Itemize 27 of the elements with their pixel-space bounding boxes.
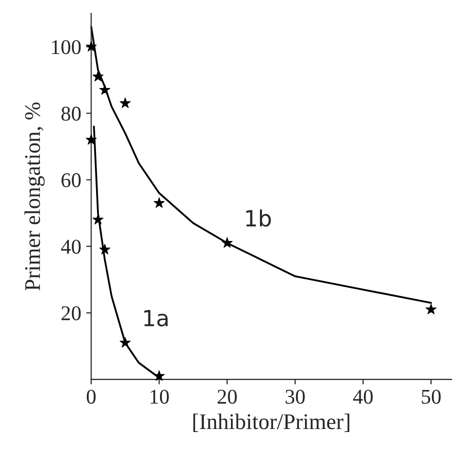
x-tick-label: 40: [353, 390, 373, 404]
point: [92, 214, 104, 224]
x-tick-label: 30: [286, 390, 305, 404]
point: [120, 98, 131, 108]
point: [99, 244, 110, 254]
y-tick-label: 20: [62, 306, 81, 320]
x-tick-label: 50: [422, 390, 441, 404]
point: [426, 304, 437, 314]
y-tick-label: 80: [61, 106, 81, 121]
series-label: 1a: [144, 310, 168, 326]
point: [92, 70, 104, 82]
y-tick-label: 100: [52, 40, 81, 54]
point: [99, 84, 110, 95]
x-tick-label: 20: [218, 390, 237, 404]
series-label: 1b: [246, 209, 271, 227]
point: [120, 337, 131, 348]
point: [154, 370, 165, 381]
point: [86, 41, 97, 52]
y-tick-label: 60: [62, 173, 81, 188]
point: [86, 134, 97, 145]
point: [154, 197, 165, 208]
x-axis-title: [Inhibitor/Primer]: [193, 414, 350, 432]
x-tick-label: 10: [150, 390, 169, 404]
y-axis-title: Primer elongation, %: [24, 102, 45, 291]
x-tick-label: 0: [86, 390, 96, 404]
point: [222, 237, 233, 248]
y-tick-label: 40: [61, 240, 81, 254]
